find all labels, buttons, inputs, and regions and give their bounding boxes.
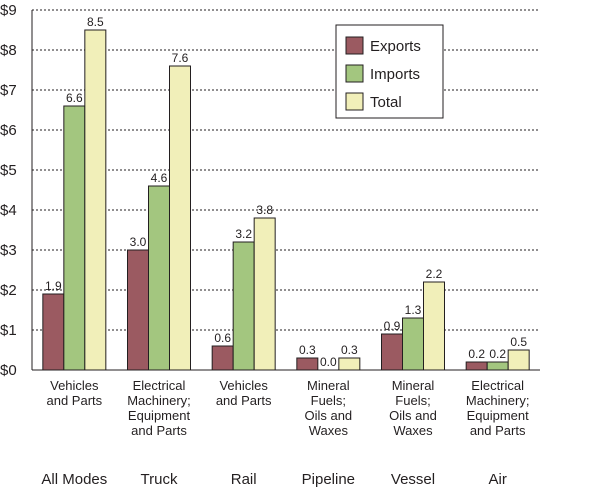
bar-exports bbox=[296, 357, 319, 371]
bar-exports bbox=[465, 361, 488, 371]
mode-label: Pipeline bbox=[302, 471, 355, 488]
data-label: 1.3 bbox=[405, 303, 422, 317]
bar-total bbox=[423, 281, 445, 371]
category-label: Electrical Machinery; Equipment and Parts bbox=[127, 378, 191, 438]
y-tick-label: $1 bbox=[0, 322, 17, 339]
data-label: 3.0 bbox=[130, 235, 147, 249]
bar-exports bbox=[42, 293, 65, 371]
data-label: 1.9 bbox=[45, 279, 62, 293]
legend-label: Total bbox=[370, 94, 402, 111]
bar-exports bbox=[381, 333, 403, 371]
bar-imports bbox=[232, 241, 255, 371]
data-label: 3.8 bbox=[256, 203, 273, 217]
data-label: 3.2 bbox=[235, 227, 252, 241]
gridlines bbox=[32, 9, 540, 331]
bars: 1.9 6.6 8.5 3.0 4.6 7.6 0.6 3.2 3.8 0.3 0.0 0.3 0.9 1… bbox=[42, 15, 530, 371]
mode-label: All Modes bbox=[41, 471, 107, 488]
mode-label: Vessel bbox=[391, 471, 435, 488]
bar-imports bbox=[486, 361, 509, 371]
y-tick-label: $9 bbox=[0, 2, 17, 19]
legend-swatch bbox=[345, 36, 364, 55]
y-tick-label: $7 bbox=[0, 82, 17, 99]
bar-imports bbox=[63, 105, 86, 371]
mode-label: Truck bbox=[141, 471, 178, 488]
bar-exports bbox=[127, 249, 149, 371]
y-tick-label: $6 bbox=[0, 122, 17, 139]
mode-label: Air bbox=[488, 471, 506, 488]
bar-total bbox=[253, 217, 276, 371]
mode-label: Rail bbox=[231, 471, 257, 488]
data-label: 0.5 bbox=[510, 335, 527, 349]
legend: Exports Imports Total bbox=[335, 24, 444, 119]
data-label: 6.6 bbox=[66, 91, 83, 105]
data-label: 0.2 bbox=[489, 347, 506, 361]
y-axis: $0 $1 $2 $3 $4 $5 $6 $7 $8 $9 bbox=[0, 2, 540, 379]
data-label: 0.3 bbox=[341, 343, 358, 357]
data-label: 2.2 bbox=[426, 267, 443, 281]
bar-total bbox=[169, 65, 191, 371]
data-label: 7.6 bbox=[172, 51, 189, 65]
bar-imports bbox=[402, 317, 424, 371]
y-tick-label: $5 bbox=[0, 162, 17, 179]
data-label: 0.2 bbox=[468, 347, 485, 361]
x-axis-labels: Vehicles and Parts All Modes Electrical Mach… bbox=[41, 378, 529, 488]
bar-total bbox=[84, 29, 107, 371]
data-label: 8.5 bbox=[87, 15, 104, 29]
data-label: 0.6 bbox=[214, 331, 231, 345]
bar-total bbox=[507, 349, 530, 371]
data-label: 0.3 bbox=[299, 343, 316, 357]
y-tick-label: $4 bbox=[0, 202, 17, 219]
category-label: Mineral Fuels; Oils and Waxes bbox=[389, 378, 437, 438]
bar-total bbox=[338, 357, 361, 371]
legend-swatch bbox=[345, 92, 364, 111]
data-label: 0.9 bbox=[384, 319, 401, 333]
bar-imports bbox=[148, 185, 170, 371]
legend-label: Exports bbox=[370, 38, 421, 55]
y-tick-label: $2 bbox=[0, 282, 17, 299]
legend-label: Imports bbox=[370, 66, 420, 83]
bar-exports bbox=[211, 345, 234, 371]
category-label: Vehicles and Parts bbox=[216, 378, 272, 408]
category-label: Electrical Machinery; Equipment and Parts bbox=[466, 378, 530, 438]
y-tick-label: $8 bbox=[0, 42, 17, 59]
data-label: 0.0 bbox=[320, 355, 337, 369]
data-label: 4.6 bbox=[151, 171, 168, 185]
category-label: Vehicles and Parts bbox=[47, 378, 103, 408]
category-label: Mineral Fuels; Oils and Waxes bbox=[304, 378, 352, 438]
y-tick-label: $3 bbox=[0, 242, 17, 259]
legend-swatch bbox=[345, 64, 364, 83]
y-tick-label: $0 bbox=[0, 362, 17, 379]
